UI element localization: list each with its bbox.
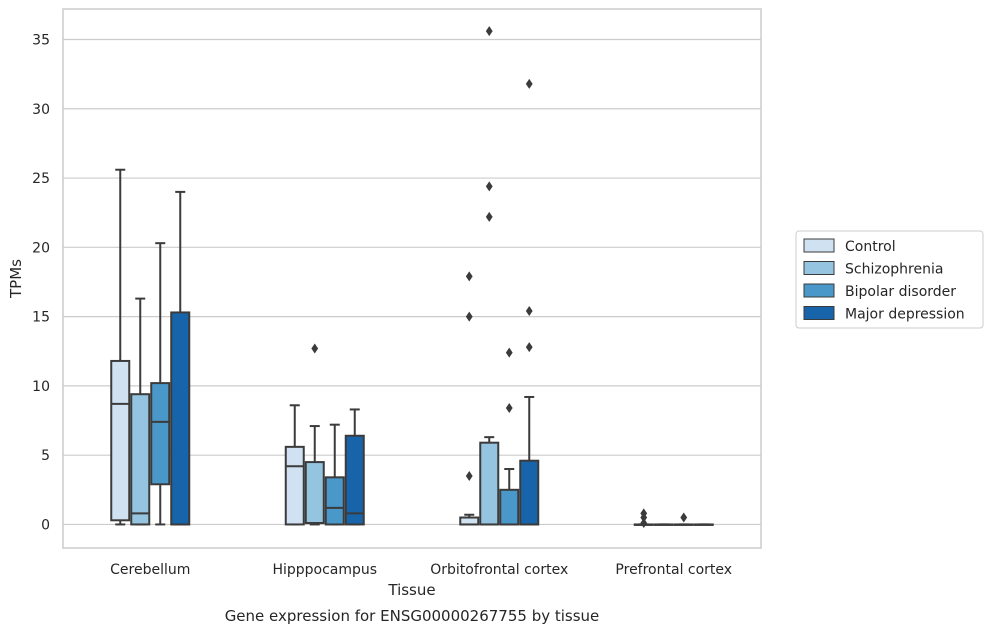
box-iqr: [130, 393, 151, 526]
y-tick-label: 30: [32, 102, 50, 118]
box-control: [459, 271, 480, 526]
chart-caption: Gene expression for ENSG00000267755 by t…: [225, 607, 600, 625]
box-iqr: [284, 445, 305, 526]
box-iqr: [324, 476, 345, 526]
legend-label-schizophrenia: Schizophrenia: [845, 262, 943, 278]
box-major-depression: [170, 190, 191, 526]
x-tick-label: Cerebellum: [110, 562, 190, 578]
box-control: [633, 508, 654, 529]
y-axis-title: TPMs: [7, 259, 25, 299]
y-tick-label: 5: [41, 448, 50, 464]
box-iqr: [479, 441, 500, 526]
outlier-point: [465, 271, 473, 282]
box-iqr: [459, 516, 480, 526]
box-iqr: [344, 434, 365, 526]
box-schizophrenia: [479, 26, 500, 526]
outlier-point: [505, 347, 513, 358]
box-schizophrenia: [130, 297, 151, 526]
box-bipolar-disorder: [150, 242, 171, 526]
box-major-depression: [344, 408, 365, 526]
box-major-depression: [693, 523, 714, 526]
plot-frame: [62, 8, 762, 549]
outlier-point: [465, 470, 473, 481]
y-tick-label: 0: [41, 517, 50, 533]
box-schizophrenia: [653, 523, 674, 526]
box-iqr: [499, 488, 520, 526]
y-tick-labels: 0 5 10 15 20 25 30 35: [32, 32, 50, 533]
legend-label-bipolar-disorder: Bipolar disorder: [845, 284, 956, 300]
y-tick-label: 25: [32, 171, 50, 187]
y-tick-label: 15: [32, 310, 50, 326]
outlier-point: [485, 211, 493, 222]
legend-swatch-schizophrenia: [803, 261, 835, 275]
boxes: [110, 26, 714, 529]
y-tick-label: 20: [32, 240, 50, 256]
box-bipolar-disorder: [673, 512, 694, 526]
box-schizophrenia: [304, 343, 325, 526]
box-iqr: [519, 459, 540, 526]
outlier-point: [640, 508, 648, 519]
outlier-point: [640, 518, 648, 529]
box-major-depression: [519, 78, 540, 526]
x-axis-title: Tissue: [387, 581, 435, 599]
x-tick-label: Orbitofrontal cortex: [430, 562, 568, 578]
legend-swatch-major-depression: [803, 306, 835, 320]
box-iqr: [170, 311, 191, 526]
legend-frame: [795, 230, 984, 329]
outlier-point: [485, 181, 493, 192]
box-iqr: [110, 359, 131, 522]
box-bipolar-disorder: [324, 423, 345, 526]
outlier-point: [485, 26, 493, 37]
y-tick-label: 10: [32, 379, 50, 395]
legend-swatch-bipolar-disorder: [803, 283, 835, 298]
outlier-point: [465, 311, 473, 322]
box-iqr: [150, 382, 171, 486]
outlier-point: [525, 306, 533, 317]
x-tick-label: Prefrontal cortex: [615, 562, 732, 578]
box-bipolar-disorder: [499, 347, 520, 526]
outlier-point: [525, 342, 533, 353]
legend-label-control: Control: [845, 239, 896, 255]
box-control: [110, 168, 131, 526]
outlier-point: [505, 403, 513, 414]
y-tick-label: 35: [32, 32, 50, 48]
outlier-point: [680, 512, 688, 523]
legend-swatch-control: [803, 238, 835, 253]
outlier-point: [311, 343, 319, 354]
legend: Control Schizophrenia Bipolar disorder Majo…: [795, 230, 984, 329]
x-tick-label: Hipppocampus: [272, 562, 377, 578]
x-tick-labels: Cerebellum Hipppocampus Orbitofrontal cort…: [110, 562, 732, 578]
box-iqr: [304, 461, 325, 525]
outlier-point: [525, 78, 533, 89]
box-control: [284, 404, 305, 526]
legend-label-major-depression: Major depression: [845, 307, 965, 323]
